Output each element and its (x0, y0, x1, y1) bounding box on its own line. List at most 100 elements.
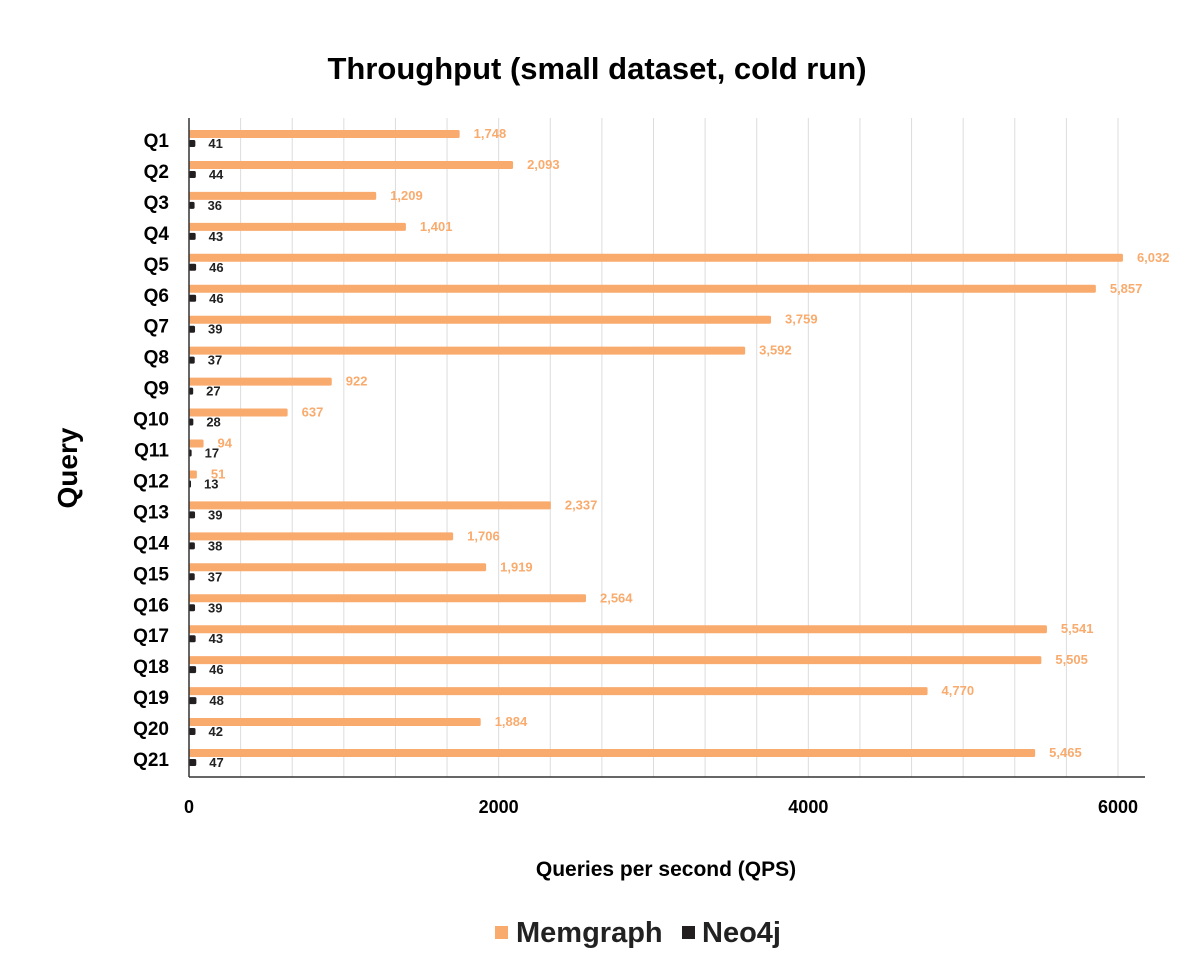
data-label-memgraph: 4,770 (942, 683, 975, 698)
data-label-neo4j: 17 (205, 446, 219, 461)
data-label-memgraph: 922 (346, 374, 368, 389)
data-label-memgraph: 5,541 (1061, 621, 1094, 636)
bar-neo4j (189, 728, 196, 736)
bar-neo4j (189, 170, 196, 178)
x-tick-label: 0 (184, 797, 194, 817)
y-tick-label: Q13 (133, 502, 169, 523)
data-label-neo4j: 46 (209, 260, 223, 275)
data-label-neo4j: 36 (208, 198, 222, 213)
y-tick-label: Q10 (133, 410, 169, 431)
bar-neo4j (189, 201, 195, 209)
legend-swatch-memgraph (495, 926, 508, 939)
bar-neo4j (189, 666, 197, 674)
legend: Memgraph Neo4j (495, 917, 781, 949)
data-label-memgraph: 1,919 (500, 559, 533, 574)
data-label-neo4j: 39 (208, 600, 222, 615)
data-label-memgraph: 1,706 (467, 528, 500, 543)
data-label-memgraph: 6,032 (1137, 250, 1170, 265)
bar-neo4j (189, 232, 196, 240)
bar-memgraph (189, 222, 406, 231)
data-label-memgraph: 637 (302, 405, 324, 420)
gridlines (240, 118, 1119, 777)
bar-neo4j (189, 697, 197, 705)
data-label-memgraph: 1,748 (474, 126, 507, 141)
y-tick-label: Q12 (133, 471, 169, 492)
bar-memgraph (189, 532, 454, 541)
bar-neo4j (189, 542, 195, 550)
legend-label-neo4j: Neo4j (702, 917, 781, 949)
data-label-memgraph: 2,093 (527, 157, 560, 172)
bar-memgraph (189, 408, 288, 417)
data-label-memgraph: 2,337 (565, 497, 598, 512)
y-tick-label: Q8 (144, 348, 169, 369)
bar-memgraph (189, 439, 204, 448)
x-axis-title: Queries per second (QPS) (536, 858, 796, 881)
data-label-memgraph: 1,209 (390, 188, 423, 203)
y-axis-title: Query (52, 427, 83, 508)
data-label-memgraph: 1,401 (420, 219, 453, 234)
legend-swatch-neo4j (682, 926, 695, 939)
bar-neo4j (189, 635, 196, 643)
data-label-neo4j: 28 (206, 415, 220, 430)
bar-memgraph (189, 563, 487, 572)
bar-neo4j (189, 140, 196, 147)
y-tick-label: Q7 (144, 317, 169, 338)
y-tick-label: Q2 (144, 162, 169, 183)
x-tick-label: 4000 (788, 797, 828, 817)
data-label-memgraph: 1,884 (495, 714, 528, 729)
data-label-neo4j: 37 (208, 569, 222, 584)
bar-neo4j (189, 325, 196, 333)
bar-memgraph (189, 315, 772, 324)
y-tick-label: Q21 (133, 750, 169, 771)
data-label-neo4j: 27 (206, 384, 220, 399)
y-tick-label: Q17 (133, 626, 169, 647)
bar-memgraph (189, 594, 586, 603)
bar-neo4j (189, 387, 194, 395)
data-label-neo4j: 43 (209, 631, 223, 646)
data-label-neo4j: 37 (208, 353, 222, 368)
bar-neo4j (189, 294, 197, 302)
data-label-memgraph: 3,592 (759, 343, 792, 358)
data-label-neo4j: 48 (209, 693, 223, 708)
data-label-neo4j: 42 (209, 724, 223, 739)
bar-neo4j (189, 573, 195, 581)
y-tick-label: Q4 (144, 224, 170, 245)
legend-label-memgraph: Memgraph (516, 917, 663, 949)
y-tick-label: Q16 (133, 595, 169, 616)
y-tick-label: Q11 (134, 441, 169, 462)
y-tick-label: Q19 (133, 688, 169, 709)
bar-neo4j (189, 418, 194, 426)
y-tick-label: Q9 (144, 379, 169, 400)
data-label-memgraph: 51 (211, 466, 225, 481)
data-label-memgraph: 2,564 (600, 590, 633, 605)
x-tick-label: 6000 (1098, 797, 1138, 817)
data-label-neo4j: 46 (209, 662, 223, 677)
data-label-neo4j: 47 (209, 755, 223, 770)
data-label-neo4j: 43 (209, 229, 223, 244)
bar-memgraph (189, 253, 1123, 262)
bar-neo4j (189, 263, 197, 271)
y-tick-label: Q3 (144, 193, 169, 214)
bar-memgraph (189, 501, 551, 510)
bar-memgraph (189, 749, 1036, 757)
bar-memgraph (189, 656, 1042, 665)
chart-title: Throughput (small dataset, cold run) (327, 51, 866, 86)
bar-neo4j (189, 511, 196, 519)
bar-memgraph (189, 718, 481, 727)
data-label-neo4j: 13 (204, 476, 218, 491)
data-label-neo4j: 38 (208, 538, 222, 553)
y-tick-label: Q20 (133, 719, 169, 740)
bar-memgraph (189, 687, 928, 696)
data-label-neo4j: 41 (208, 136, 222, 151)
y-tick-label: Q5 (144, 255, 170, 276)
data-labels: 1,748 41 2,093 44 1,209 36 1,401 43 6,032 46 5,857… (204, 126, 1169, 770)
data-label-memgraph: 3,759 (785, 312, 818, 327)
y-tick-label: Q6 (144, 286, 169, 307)
bar-memgraph (189, 377, 332, 386)
data-label-memgraph: 5,505 (1055, 652, 1088, 667)
bar-memgraph (189, 625, 1047, 634)
data-label-neo4j: 39 (208, 322, 222, 337)
data-label-memgraph: 94 (218, 436, 233, 451)
